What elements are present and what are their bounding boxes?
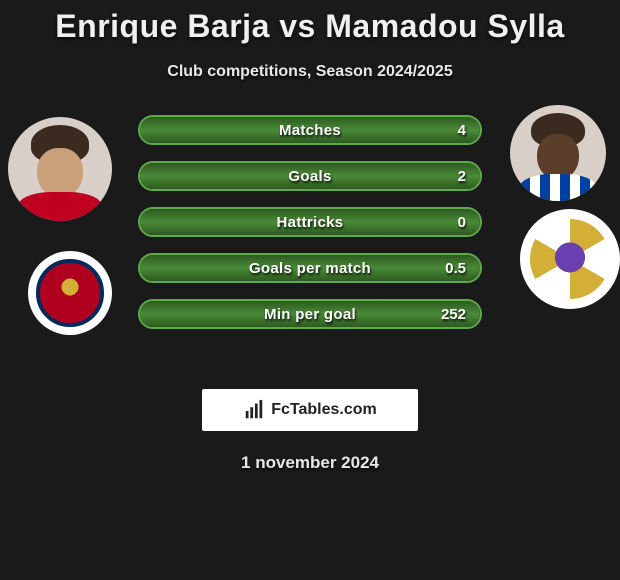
site-logo: FcTables.com	[202, 389, 418, 431]
stat-bar-label: Goals per match	[140, 255, 480, 281]
face-icon	[8, 117, 112, 221]
crest-icon	[36, 259, 103, 326]
stat-bars: Matches4Goals2Hattricks0Goals per match0…	[138, 115, 482, 345]
stat-bar-value: 0.5	[445, 255, 466, 281]
comparison-panel: Matches4Goals2Hattricks0Goals per match0…	[0, 109, 620, 369]
stat-bar-label: Min per goal	[140, 301, 480, 327]
stat-bar-label: Goals	[140, 163, 480, 189]
chart-icon	[243, 399, 265, 421]
subtitle: Club competitions, Season 2024/2025	[0, 63, 620, 81]
crest-icon	[530, 219, 610, 299]
stat-bar: Matches4	[138, 115, 482, 145]
stat-bar-value: 2	[458, 163, 466, 189]
stat-bar-value: 4	[458, 117, 466, 143]
stat-bar-value: 0	[458, 209, 466, 235]
stat-bar-label: Matches	[140, 117, 480, 143]
stat-bar-label: Hattricks	[140, 209, 480, 235]
player2-club-crest	[520, 209, 620, 309]
vs-separator: vs	[279, 8, 316, 44]
stat-bar: Hattricks0	[138, 207, 482, 237]
face-icon	[510, 105, 606, 201]
stat-bar: Goals2	[138, 161, 482, 191]
player1-avatar	[8, 117, 112, 221]
player2-avatar	[510, 105, 606, 201]
stat-bar-value: 252	[441, 301, 466, 327]
player1-club-crest	[28, 251, 112, 335]
site-logo-text: FcTables.com	[271, 401, 377, 419]
player1-name: Enrique Barja	[55, 8, 270, 44]
player2-name: Mamadou Sylla	[325, 8, 564, 44]
stat-bar: Goals per match0.5	[138, 253, 482, 283]
stat-bar: Min per goal252	[138, 299, 482, 329]
date-label: 1 november 2024	[0, 453, 620, 473]
page-title: Enrique Barja vs Mamadou Sylla	[0, 0, 620, 45]
